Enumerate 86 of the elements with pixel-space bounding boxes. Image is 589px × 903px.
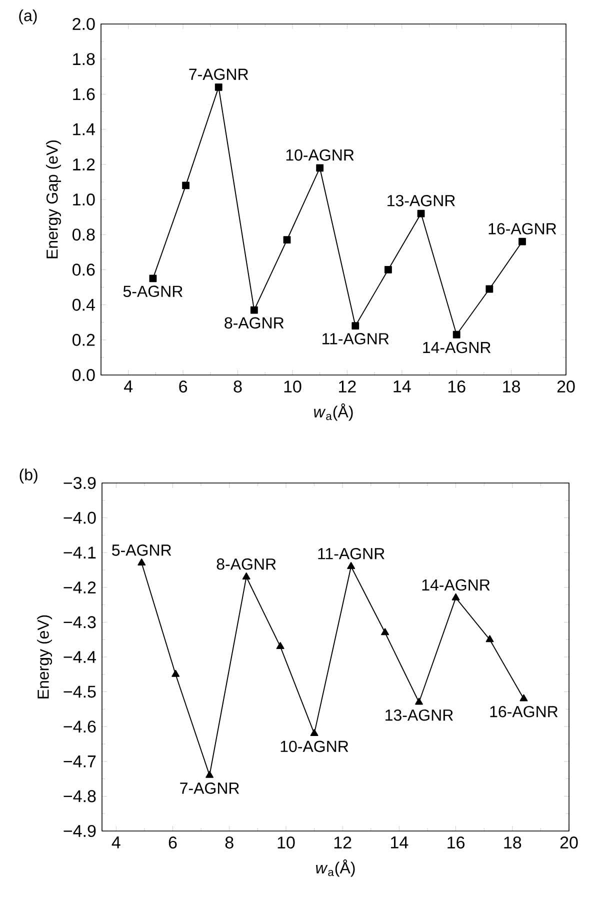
- y-tick-label: −4.5: [64, 686, 96, 698]
- annotation: 7-AGNR: [189, 68, 248, 80]
- point: [206, 770, 214, 778]
- y-tick-label: −4.4: [64, 651, 96, 663]
- x-tick-label: 12: [334, 836, 352, 848]
- point: [381, 628, 389, 636]
- annotation: 5-AGNR: [112, 544, 172, 556]
- y-axis-title: Energy (eV): [37, 615, 52, 698]
- annotation: 8-AGNR: [216, 558, 276, 570]
- point: [452, 593, 460, 600]
- y-tick-label: 2.0: [72, 18, 95, 30]
- y-tick-label: 1.2: [73, 158, 95, 170]
- x-tick-label: 16: [448, 836, 464, 849]
- point: [172, 670, 180, 677]
- point: [486, 635, 494, 642]
- x-axis-title: w$_{a}$(Å): [316, 859, 355, 877]
- chart-title: (b): [20, 468, 38, 484]
- y-tick-label: −4.9: [64, 824, 96, 838]
- y-tick-label: 1.0: [73, 193, 95, 206]
- x-tick-label: 12: [339, 380, 356, 392]
- point: [384, 266, 392, 274]
- annotation: 16-AGNR: [490, 706, 558, 718]
- point: [486, 285, 494, 293]
- x-axis-title: w$_{a}$(Å): [314, 403, 353, 421]
- y-tick-label: 0.6: [72, 264, 95, 276]
- x-tick-label: 18: [503, 380, 520, 393]
- x-tick-label: 20: [557, 380, 575, 393]
- y-tick-label: −4.6: [64, 720, 96, 733]
- annotation: 8-AGNR: [224, 317, 284, 329]
- x-tick-label: 8: [234, 380, 242, 393]
- point: [138, 558, 146, 566]
- y-tick-label: 0.8: [72, 228, 95, 241]
- y-tick-label: 1.8: [73, 53, 95, 66]
- y-tick-label: −4.2: [64, 581, 96, 594]
- y-tick-label: −4.1: [64, 546, 96, 558]
- point: [310, 729, 318, 736]
- x-tick-label: 14: [394, 380, 411, 392]
- y-tick-label: 0.0: [72, 368, 95, 382]
- point: [283, 236, 291, 244]
- y-tick-label: 0.4: [72, 298, 95, 311]
- annotation: 13-AGNR: [388, 195, 455, 206]
- annotation: 13-AGNR: [386, 709, 453, 721]
- point: [518, 238, 526, 246]
- point: [520, 694, 528, 702]
- x-tick-label: 10: [284, 380, 302, 393]
- point: [214, 83, 222, 91]
- annotation: 14-AGNR: [423, 342, 491, 354]
- annotation: 7-AGNR: [180, 782, 240, 794]
- x-tick-label: 6: [179, 380, 188, 393]
- point: [415, 698, 423, 705]
- point: [316, 164, 324, 172]
- annotation: 11-AGNR: [322, 333, 389, 344]
- x-tick-label: 18: [504, 836, 522, 849]
- y-tick-label: 1.4: [73, 123, 95, 136]
- point: [417, 210, 425, 218]
- annotation: 10-AGNR: [280, 740, 348, 752]
- x-tick-label: 4: [112, 836, 120, 848]
- annotation: 11-AGNR: [318, 548, 384, 560]
- x-tick-label: 14: [391, 836, 408, 848]
- point: [276, 642, 284, 650]
- point: [242, 572, 250, 580]
- y-tick-label: −4.3: [64, 616, 96, 628]
- point: [182, 182, 190, 190]
- annotation: 14-AGNR: [422, 579, 490, 591]
- x-tick-label: 8: [225, 836, 234, 849]
- x-tick-label: 10: [278, 836, 295, 849]
- y-tick-label: −4.8: [64, 790, 96, 802]
- y-tick-label: −4.7: [64, 756, 96, 768]
- x-tick-label: 4: [124, 380, 133, 392]
- chart-title: (a): [19, 10, 37, 24]
- y-tick-label: −3.9: [64, 476, 96, 490]
- x-tick-label: 20: [560, 836, 578, 849]
- x-tick-label: 6: [168, 836, 177, 849]
- y-axis-title: Energy Gap (eV): [46, 140, 61, 258]
- y-tick-label: −4.0: [64, 512, 96, 524]
- point: [149, 274, 157, 282]
- y-tick-label: 0.2: [72, 334, 95, 346]
- point: [347, 562, 356, 570]
- x-tick-label: 16: [448, 380, 466, 393]
- point: [452, 330, 460, 338]
- annotation: 16-AGNR: [488, 223, 556, 234]
- point: [250, 306, 258, 314]
- annotation: 5-AGNR: [123, 286, 182, 297]
- y-tick-label: 1.6: [73, 88, 95, 100]
- point: [352, 322, 360, 330]
- annotation: 10-AGNR: [286, 149, 354, 161]
